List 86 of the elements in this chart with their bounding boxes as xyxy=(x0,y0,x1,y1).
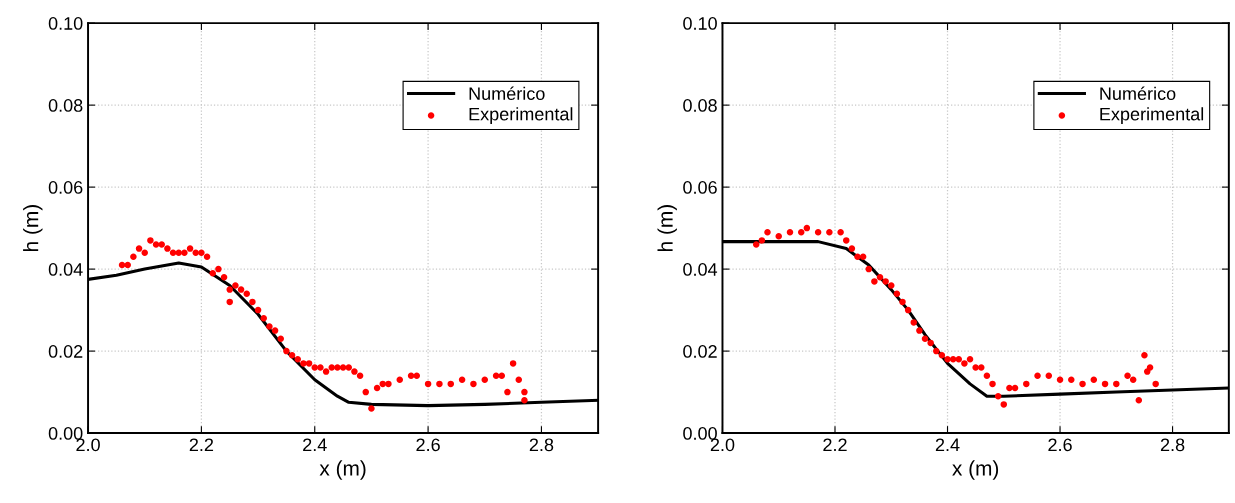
point xyxy=(1023,380,1030,388)
point xyxy=(989,380,996,388)
y-tick-label: 0.10 xyxy=(48,17,83,30)
point xyxy=(1079,380,1086,388)
y-tick-label: 0.00 xyxy=(683,427,717,440)
point xyxy=(1146,364,1154,371)
point xyxy=(983,372,991,379)
point xyxy=(803,224,811,232)
y-tick-label: 0.02 xyxy=(48,345,83,358)
y-tick-label: 0.08 xyxy=(48,99,83,112)
x-tick-label: 2.4 xyxy=(303,438,327,452)
x-tick-label: 2.8 xyxy=(1160,438,1185,452)
point xyxy=(758,237,766,244)
point xyxy=(916,327,923,334)
point xyxy=(764,228,771,236)
legend-label: Numérico xyxy=(469,86,545,101)
point xyxy=(904,306,912,314)
point xyxy=(927,339,934,347)
point xyxy=(1006,384,1013,392)
y-tick-label: 0.10 xyxy=(683,17,717,30)
x-tick-label: 2.6 xyxy=(1048,438,1072,452)
x-tick-label: 2.0 xyxy=(76,438,100,452)
point xyxy=(1129,376,1137,384)
point xyxy=(1000,401,1008,408)
point xyxy=(837,228,844,236)
legend-label: Experimental xyxy=(1100,107,1204,125)
point xyxy=(1135,397,1143,404)
y-tick-label: 0.04 xyxy=(683,263,718,276)
point xyxy=(1090,376,1098,384)
point xyxy=(933,347,940,355)
x-tick-label: 2.6 xyxy=(416,438,440,452)
x-tick-label: 2.2 xyxy=(189,438,214,452)
point xyxy=(1124,372,1131,379)
point xyxy=(775,233,782,240)
point xyxy=(854,253,861,261)
y-tick-label: 0.06 xyxy=(683,181,717,194)
point xyxy=(893,290,901,297)
point xyxy=(871,278,878,285)
x-tick-label: 2.2 xyxy=(823,438,847,452)
x-tick-label: 2.8 xyxy=(529,438,554,452)
point xyxy=(1101,380,1109,388)
point xyxy=(899,298,906,306)
x-axis-title: x (m) xyxy=(952,460,999,480)
point xyxy=(848,245,856,252)
y-axis-title: h (m) xyxy=(23,205,43,251)
y-tick-label: 0.00 xyxy=(48,427,83,440)
point xyxy=(961,360,968,367)
point xyxy=(910,319,918,326)
point xyxy=(797,228,805,236)
legend-label: Numérico xyxy=(1100,86,1176,101)
x-axis-title: x (m) xyxy=(319,460,366,480)
y-tick-label: 0.08 xyxy=(683,99,717,112)
point xyxy=(949,356,957,363)
point xyxy=(978,364,985,371)
x-tick-label: 2.0 xyxy=(710,438,735,452)
point xyxy=(1045,372,1053,379)
y-axis-title: h (m) xyxy=(657,205,677,251)
point xyxy=(1056,376,1064,384)
y-tick-label: 0.06 xyxy=(48,181,83,194)
point xyxy=(1034,372,1041,379)
point xyxy=(859,253,867,261)
point xyxy=(876,274,884,281)
point xyxy=(814,228,822,236)
point xyxy=(955,356,963,363)
point xyxy=(865,265,873,273)
y-tick-label: 0.02 xyxy=(683,345,717,358)
point xyxy=(944,356,951,363)
point xyxy=(1011,384,1019,392)
point xyxy=(752,241,760,248)
point xyxy=(938,351,946,359)
point xyxy=(882,278,889,285)
point xyxy=(994,392,1002,400)
y-tick-label: 0.04 xyxy=(48,263,83,276)
point xyxy=(1141,351,1148,359)
point xyxy=(966,356,974,363)
legend-label: Experimental xyxy=(469,107,573,125)
point xyxy=(972,364,979,371)
point xyxy=(1113,380,1120,388)
x-tick-label: 2.4 xyxy=(935,438,960,452)
point xyxy=(1068,376,1075,384)
point xyxy=(826,228,833,236)
point xyxy=(888,282,895,289)
point xyxy=(1152,380,1159,388)
point xyxy=(786,228,794,236)
point xyxy=(842,237,850,244)
point xyxy=(921,335,929,343)
